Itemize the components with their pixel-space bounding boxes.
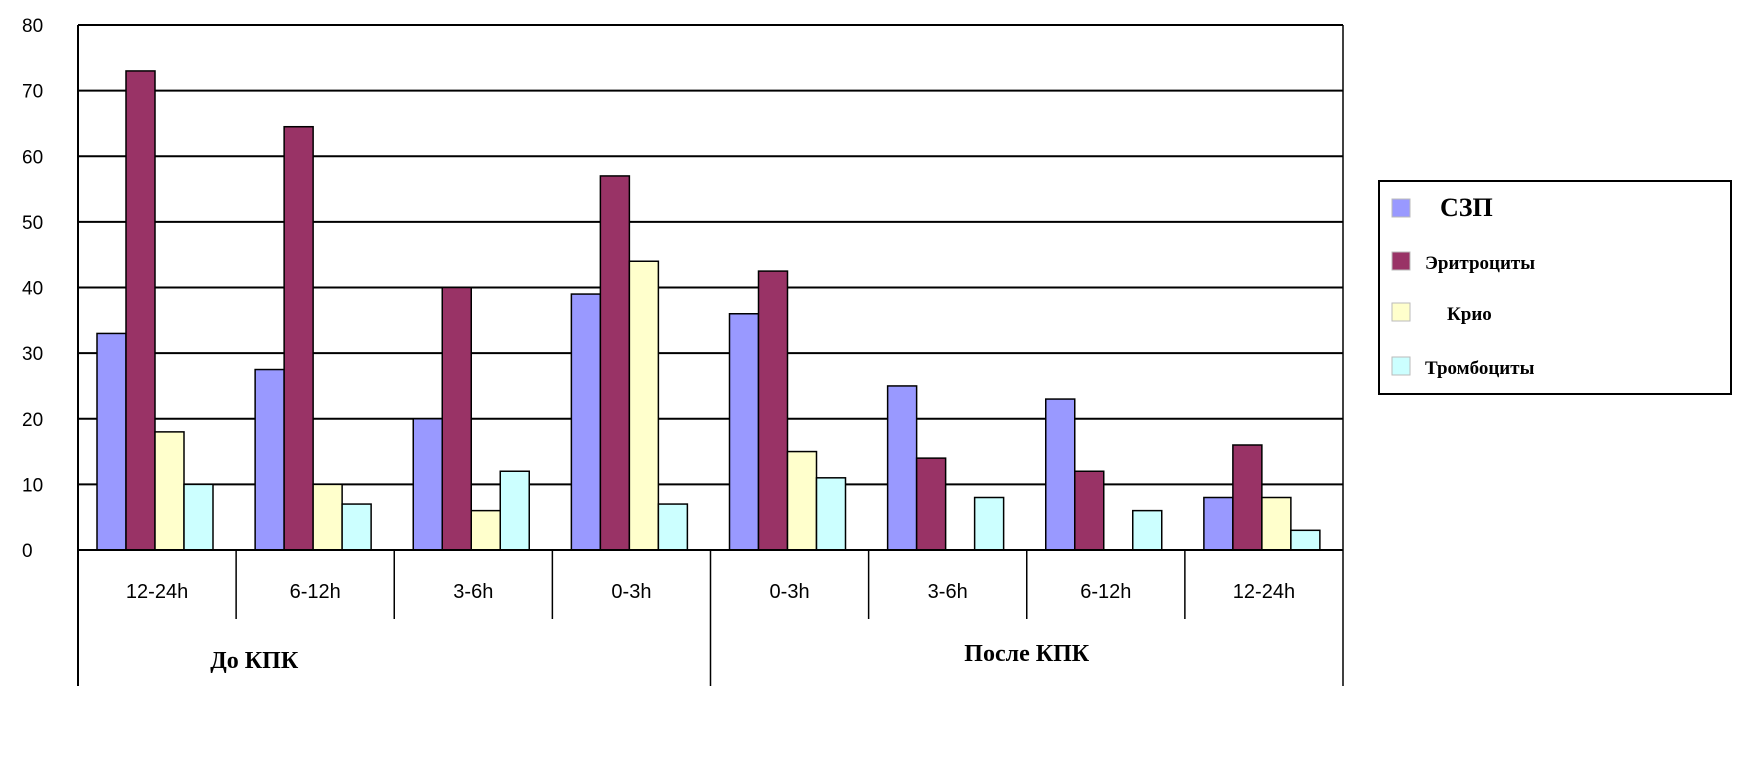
axes xyxy=(77,25,1344,686)
x-tick-label: 0-3h xyxy=(611,581,651,603)
legend-label: СЗП xyxy=(1440,193,1493,222)
legend: СЗП Эритроциты Крио Тромбоциты xyxy=(1378,180,1732,395)
legend-swatch xyxy=(1391,251,1411,271)
bar-2-7 xyxy=(1261,496,1292,551)
bar-1-0 xyxy=(125,70,156,551)
bar-2-4 xyxy=(786,450,818,551)
y-tick-label: 10 xyxy=(22,475,43,496)
legend-label: Тромбоциты xyxy=(1425,358,1535,379)
y-tick-label: 60 xyxy=(22,147,43,168)
bar-3-2 xyxy=(499,470,530,551)
x-tick-label: 6-12h xyxy=(1080,581,1131,603)
bar-0-2 xyxy=(412,418,443,551)
x-tick-label: 0-3h xyxy=(770,581,810,603)
x-tick-label: 3-6h xyxy=(928,581,968,603)
bar-0-6 xyxy=(1045,398,1076,551)
bar-1-4 xyxy=(757,270,789,551)
bar-2-2 xyxy=(470,509,501,551)
legend-swatch xyxy=(1391,198,1411,218)
bar-3-7 xyxy=(1290,529,1321,551)
x-group-label: После КПК xyxy=(964,641,1090,667)
bar-3-4 xyxy=(815,477,847,551)
bar-3-5 xyxy=(973,496,1005,551)
bar-0-5 xyxy=(886,385,918,551)
bar-1-5 xyxy=(915,457,947,551)
y-tick-label: 20 xyxy=(22,410,43,431)
bar-0-3 xyxy=(570,293,602,551)
bar-0-1 xyxy=(254,368,285,551)
bar-2-1 xyxy=(312,483,343,551)
y-tick-label: 70 xyxy=(22,82,43,103)
x-tick-label: 12-24h xyxy=(1233,581,1295,603)
bar-1-7 xyxy=(1232,444,1263,551)
legend-label: Эритроциты xyxy=(1425,253,1535,274)
bar-0-0 xyxy=(96,332,127,551)
y-tick-label: 0 xyxy=(22,541,33,562)
y-tick-label: 40 xyxy=(22,279,43,300)
x-axis-categories: 12-24h 6-12h 3-6h 0-3h 0-3h 3-6h 6-12h 12-24h xyxy=(126,581,1295,603)
bar-3-6 xyxy=(1132,509,1163,551)
bars xyxy=(96,70,1321,551)
legend-swatch xyxy=(1391,356,1411,376)
bar-1-6 xyxy=(1074,470,1105,551)
legend-swatch xyxy=(1391,302,1411,322)
legend-label: Крио xyxy=(1447,304,1492,325)
bar-2-0 xyxy=(154,431,185,551)
x-tick-label: 3-6h xyxy=(453,581,493,603)
y-tick-label: 80 xyxy=(22,16,43,37)
bar-3-3 xyxy=(657,503,689,551)
bar-3-0 xyxy=(183,483,214,551)
y-tick-label: 30 xyxy=(22,344,43,365)
bar-1-1 xyxy=(283,125,314,551)
legend-box xyxy=(1378,180,1732,395)
bar-2-3 xyxy=(628,260,660,551)
x-tick-label: 12-24h xyxy=(126,581,188,603)
x-group-label: До КПК xyxy=(210,648,299,674)
bar-3-1 xyxy=(341,503,372,551)
x-axis-groups: До КПК После КПК xyxy=(210,641,1090,674)
bar-1-3 xyxy=(599,175,631,551)
bar-0-7 xyxy=(1203,496,1234,551)
bar-1-2 xyxy=(441,286,472,551)
bar-0-4 xyxy=(728,313,760,551)
y-axis-ticks: 0 10 20 30 40 50 60 70 80 xyxy=(22,16,43,562)
x-tick-label: 6-12h xyxy=(290,581,341,603)
y-tick-label: 50 xyxy=(22,213,43,234)
